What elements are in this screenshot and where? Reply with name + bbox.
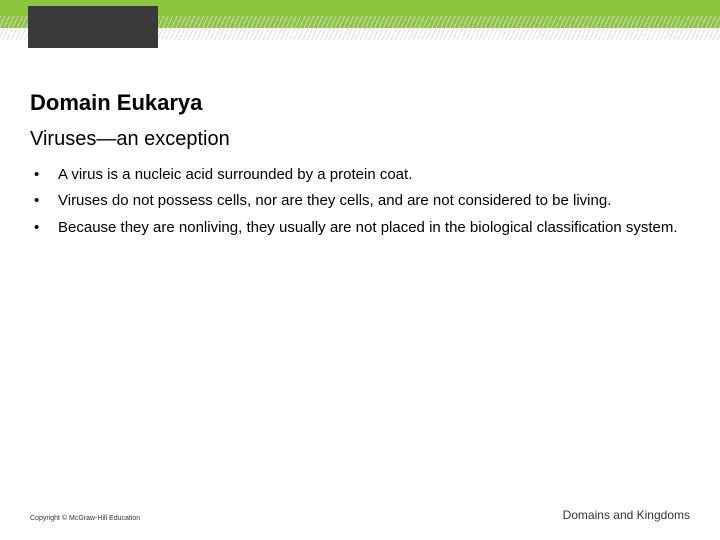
slide: Domain Eukarya Viruses—an exception • A … — [0, 0, 720, 540]
footer: Copyright © McGraw-Hill Education Domain… — [30, 508, 690, 522]
bullet-item: • A virus is a nucleic acid surrounded b… — [30, 165, 690, 185]
copyright-text: Copyright © McGraw-Hill Education — [30, 515, 140, 522]
content-area: Domain Eukarya Viruses—an exception • A … — [30, 90, 690, 244]
footer-section: Domains and Kingdoms — [563, 508, 690, 522]
bullet-item: • Because they are nonliving, they usual… — [30, 218, 690, 238]
dark-block — [28, 6, 158, 48]
top-decoration — [0, 0, 720, 40]
bullet-text: Because they are nonliving, they usually… — [58, 218, 678, 238]
bullet-item: • Viruses do not possess cells, nor are … — [30, 191, 690, 211]
slide-title: Domain Eukarya — [30, 90, 690, 116]
bullet-marker: • — [30, 218, 58, 238]
bullet-text: Viruses do not possess cells, nor are th… — [58, 191, 611, 211]
bullet-marker: • — [30, 165, 58, 185]
bullet-text: A virus is a nucleic acid surrounded by … — [58, 165, 412, 185]
bullet-marker: • — [30, 191, 58, 211]
bullet-list: • A virus is a nucleic acid surrounded b… — [30, 165, 690, 238]
slide-subtitle: Viruses—an exception — [30, 128, 690, 151]
